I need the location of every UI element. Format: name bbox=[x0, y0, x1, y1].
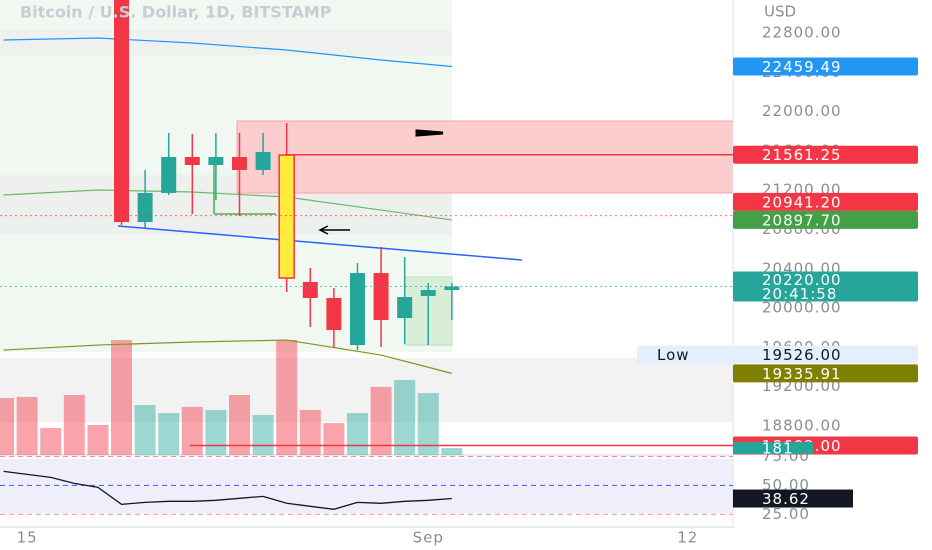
volume-bar bbox=[417, 393, 439, 455]
x-tick-label: 12 bbox=[677, 529, 698, 547]
volume-bar bbox=[158, 413, 180, 455]
background bbox=[0, 0, 735, 528]
volume-pane bbox=[0, 340, 463, 455]
candle-body bbox=[397, 297, 413, 319]
trend-line bbox=[117, 225, 523, 261]
price-label: 20941.20 bbox=[762, 193, 842, 211]
rsi-tick-label: 25.00 bbox=[762, 505, 810, 523]
price-label: 19526.00 bbox=[762, 346, 842, 364]
price-label-box bbox=[733, 271, 918, 302]
price-label-box bbox=[733, 210, 918, 229]
volume-bar bbox=[205, 410, 227, 455]
supply-zone bbox=[236, 120, 734, 194]
candle-body bbox=[444, 286, 460, 291]
volume-bar bbox=[299, 410, 321, 455]
price-label-tag: Low bbox=[657, 346, 690, 364]
rsi-pane bbox=[0, 455, 733, 515]
moving-average bbox=[3, 37, 452, 68]
volume-label-box bbox=[733, 442, 813, 455]
candle-body bbox=[137, 192, 153, 223]
volume-bar bbox=[16, 396, 38, 455]
volume-bar bbox=[111, 340, 133, 455]
volume-bar bbox=[134, 405, 156, 455]
price-label: 19335.91 bbox=[762, 365, 842, 383]
volume-bar bbox=[346, 413, 368, 455]
volume-label: 181 bbox=[762, 440, 794, 458]
candle-body bbox=[302, 281, 318, 298]
rsi-label: 38.62 bbox=[762, 490, 810, 508]
volume-bar bbox=[228, 395, 250, 455]
candle-body bbox=[420, 290, 436, 297]
price-label-box bbox=[733, 192, 918, 211]
candle-body bbox=[208, 157, 224, 165]
candle-body bbox=[161, 157, 177, 193]
volume-bar bbox=[40, 428, 62, 455]
candle-body bbox=[278, 154, 295, 279]
volume-bar bbox=[370, 386, 392, 455]
rsi-line bbox=[3, 470, 452, 510]
price-label: 20220.00 bbox=[762, 271, 842, 289]
chart-title: Bitcoin / U.S. Dollar, 1D, BITSTAMP bbox=[20, 3, 332, 22]
y-tick-label: 22000.00 bbox=[762, 102, 842, 120]
price-label-box bbox=[733, 364, 918, 383]
candle-body bbox=[255, 151, 271, 170]
y-tick-label: 20000.00 bbox=[762, 299, 842, 317]
volume-bar bbox=[87, 425, 109, 455]
volume-bar bbox=[394, 380, 416, 455]
candle-body bbox=[373, 273, 389, 321]
volume-bar bbox=[441, 448, 463, 455]
y-tick-label: 18800.00 bbox=[762, 417, 842, 435]
price-label: 20897.70 bbox=[762, 211, 842, 229]
x-tick-label: Sep bbox=[413, 529, 444, 547]
candle-body bbox=[184, 157, 200, 165]
price-label-box bbox=[733, 57, 918, 76]
zone bbox=[0, 30, 452, 55]
price-label: 22459.49 bbox=[762, 58, 842, 76]
price-label-box bbox=[637, 345, 918, 364]
rsi-band bbox=[0, 459, 733, 513]
moving-average bbox=[3, 339, 453, 374]
volume-bar bbox=[181, 406, 203, 455]
candle-body bbox=[114, 0, 130, 223]
rsi-tick-label: 50.00 bbox=[762, 476, 810, 494]
candles bbox=[114, 0, 460, 351]
volume-bar bbox=[0, 398, 15, 455]
candle-body bbox=[231, 157, 247, 170]
price-label-box bbox=[733, 145, 918, 164]
x-tick-label: 15 bbox=[17, 529, 38, 547]
volume-bar bbox=[252, 415, 274, 455]
rsi-label-box bbox=[733, 489, 853, 508]
zone bbox=[0, 358, 733, 422]
price-label: 21561.25 bbox=[762, 146, 842, 164]
y-tick-label: 22800.00 bbox=[762, 24, 842, 42]
volume-bar bbox=[323, 423, 345, 455]
countdown: 20:41:58 bbox=[762, 285, 837, 303]
candle-body bbox=[349, 273, 365, 346]
arrow-head bbox=[318, 225, 329, 235]
candle-body bbox=[326, 297, 342, 331]
currency: USD bbox=[764, 3, 796, 21]
drawings bbox=[117, 129, 523, 261]
volume-bar bbox=[63, 395, 85, 455]
scribble bbox=[415, 129, 444, 137]
volume-bar bbox=[276, 340, 298, 455]
